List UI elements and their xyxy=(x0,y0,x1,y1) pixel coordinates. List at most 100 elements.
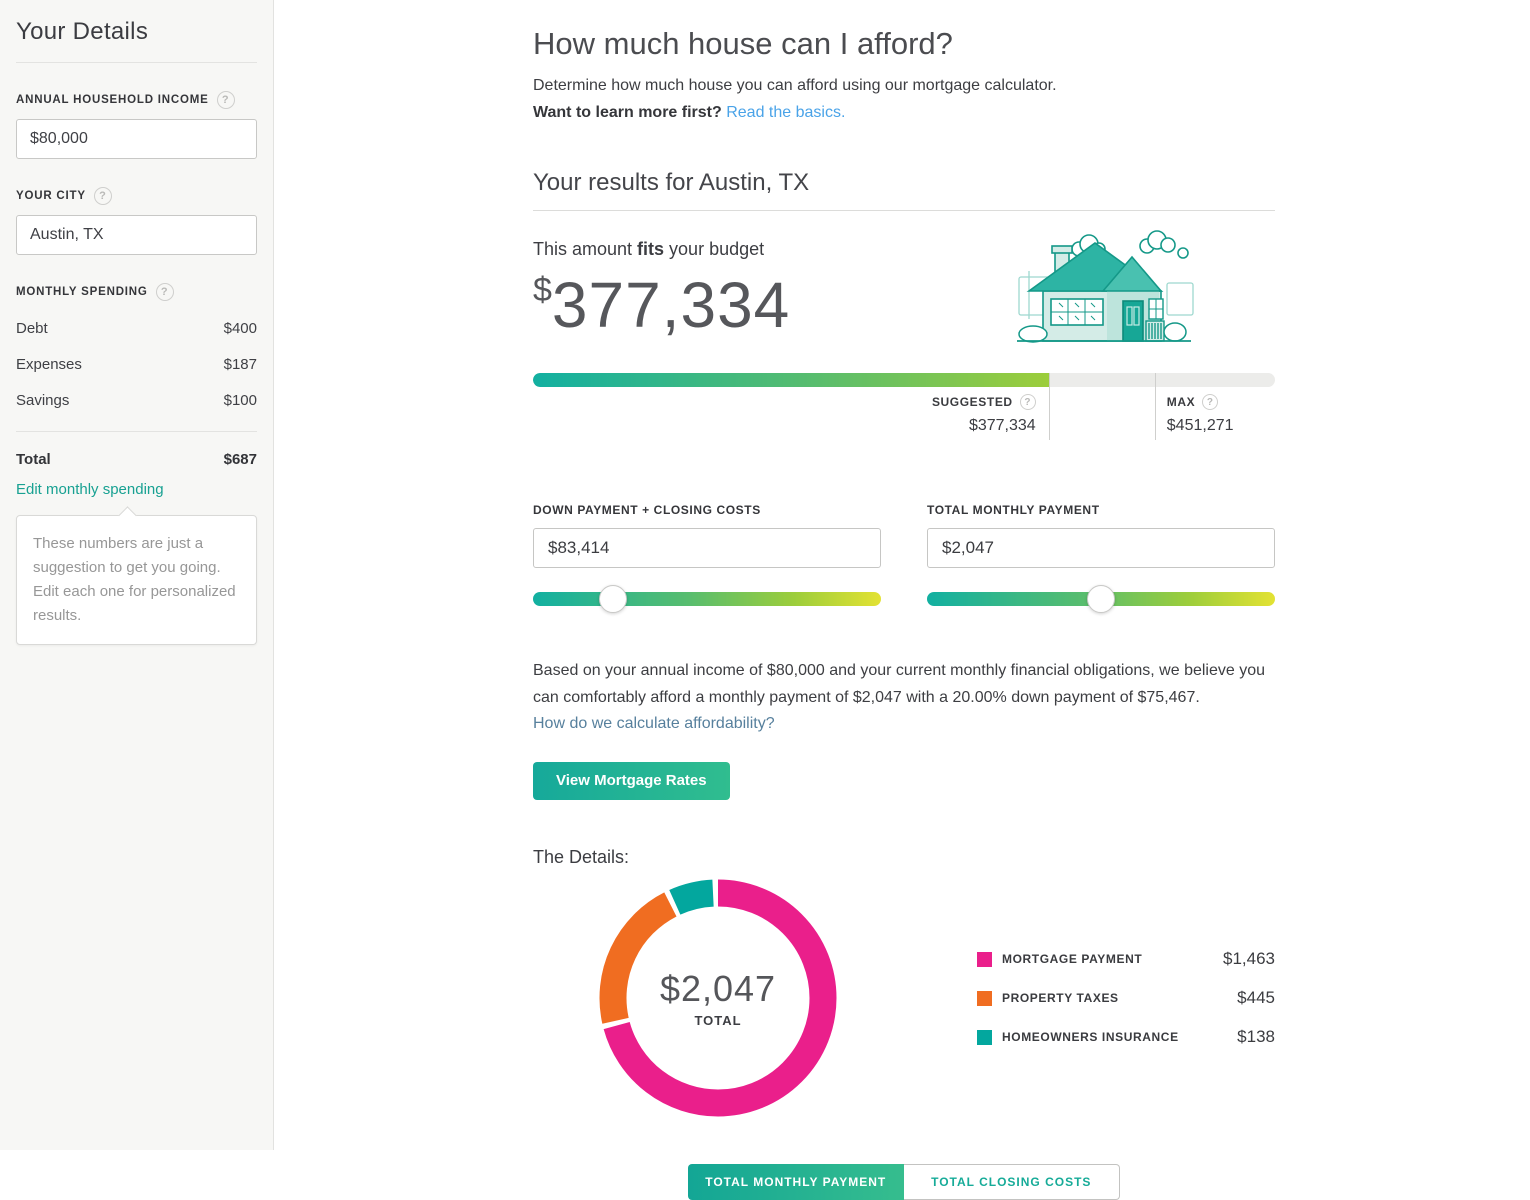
help-icon[interactable]: ? xyxy=(1019,394,1036,410)
city-label: YOUR CITY xyxy=(16,190,86,202)
house-illustration xyxy=(1017,230,1194,343)
calculate-affordability-link[interactable]: How do we calculate affordability? xyxy=(533,715,775,732)
max-label: MAX xyxy=(1166,395,1196,409)
slider-track xyxy=(533,592,881,606)
city-input[interactable] xyxy=(16,215,257,255)
max-block: MAX ? $451,271 xyxy=(1167,394,1234,435)
row-value: $400 xyxy=(223,320,257,337)
suggestion-tooltip: These numbers are just a suggestion to g… xyxy=(16,515,257,645)
divider xyxy=(16,431,257,432)
learn-more-prompt: Want to learn more first? xyxy=(533,104,722,121)
monthly-payment-control: TOTAL MONTHLY PAYMENT xyxy=(927,503,1275,613)
mortgage-swatch xyxy=(977,951,992,967)
legend-value: $445 xyxy=(1237,988,1275,1007)
details-sidebar: Your Details ANNUAL HOUSEHOLD INCOME ? Y… xyxy=(0,0,274,1150)
details-row: $2,047 TOTAL MORTGAGE PAYMENT $1,463 PRO… xyxy=(533,878,1275,1118)
budget-bar-track xyxy=(533,373,1275,387)
budget-bar-fill xyxy=(533,373,1049,387)
spending-row-expenses: Expenses $187 xyxy=(16,356,257,373)
amount-block: This amount fits your budget $377,334 xyxy=(533,211,790,342)
read-basics-link[interactable]: Read the basics. xyxy=(726,104,846,121)
page-subtitle: Determine how much house you can afford … xyxy=(533,77,1057,94)
learn-more-line: Want to learn more first? Read the basic… xyxy=(533,104,1275,122)
donut-total-label: TOTAL xyxy=(694,1013,742,1028)
monthly-payment-input[interactable] xyxy=(927,528,1275,568)
help-icon[interactable]: ? xyxy=(1202,394,1219,410)
affordable-amount: $377,334 xyxy=(533,268,790,342)
amount-value: 377,334 xyxy=(551,269,791,341)
monthly-payment-label: TOTAL MONTHLY PAYMENT xyxy=(927,503,1100,517)
income-label-row: ANNUAL HOUSEHOLD INCOME ? xyxy=(16,91,257,109)
spending-label: MONTHLY SPENDING xyxy=(16,286,148,298)
details-heading: The Details: xyxy=(533,847,630,867)
spending-total-row: Total $687 xyxy=(16,451,257,468)
row-value: $100 xyxy=(223,392,257,409)
fit-prefix: This amount xyxy=(533,239,638,259)
insurance-swatch xyxy=(977,1029,992,1045)
divider xyxy=(533,210,1275,211)
donut-segment-mortgage xyxy=(599,879,837,1117)
down-payment-input[interactable] xyxy=(533,528,881,568)
down-payment-control: DOWN PAYMENT + CLOSING COSTS xyxy=(533,503,881,613)
max-value: $451,271 xyxy=(1166,417,1234,434)
legend-label: PROPERTY TAXES xyxy=(1002,991,1119,1005)
city-label-row: YOUR CITY ? xyxy=(16,187,257,205)
budget-bar: SUGGESTED ? $377,334 MAX ? $451,271 xyxy=(533,373,1275,473)
donut-segment-taxes xyxy=(599,879,837,1117)
fit-suffix: your budget xyxy=(664,239,765,259)
help-icon[interactable]: ? xyxy=(93,187,112,205)
donut-legend: MORTGAGE PAYMENT $1,463 PROPERTY TAXES $… xyxy=(977,930,1275,1066)
row-value: $187 xyxy=(223,356,257,373)
divider xyxy=(16,62,257,63)
spending-row-debt: Debt $400 xyxy=(16,320,257,337)
suggested-marker-line xyxy=(1048,373,1050,440)
help-icon[interactable]: ? xyxy=(216,91,235,109)
legend-label: MORTGAGE PAYMENT xyxy=(1002,952,1143,966)
down-payment-slider-thumb[interactable] xyxy=(599,585,628,613)
affordability-explanation: Based on your annual income of $80,000 a… xyxy=(533,662,1266,706)
spending-label-row: MONTHLY SPENDING ? xyxy=(16,283,257,301)
legend-row-mortgage: MORTGAGE PAYMENT $1,463 xyxy=(977,949,1275,969)
fit-line: This amount fits your budget xyxy=(533,239,790,260)
monthly-payment-slider[interactable] xyxy=(927,585,1275,613)
suggested-value: $377,334 xyxy=(968,417,1036,434)
edit-monthly-spending-link[interactable]: Edit monthly spending xyxy=(16,481,164,498)
donut-svg xyxy=(599,879,837,1117)
down-payment-slider[interactable] xyxy=(533,585,881,613)
payment-controls: DOWN PAYMENT + CLOSING COSTS TOTAL MONTH… xyxy=(533,503,1275,613)
spending-row-savings: Savings $100 xyxy=(16,392,257,409)
main-content: How much house can I afford? Determine h… xyxy=(533,0,1275,1200)
suggested-label: SUGGESTED xyxy=(931,395,1013,409)
taxes-swatch xyxy=(977,990,992,1006)
monthly-payment-slider-thumb[interactable] xyxy=(1087,585,1115,613)
sidebar-title: Your Details xyxy=(16,18,149,45)
row-label: Expenses xyxy=(16,356,82,373)
max-marker-line xyxy=(1154,373,1156,440)
help-icon[interactable]: ? xyxy=(155,283,174,301)
legend-value: $138 xyxy=(1237,1027,1275,1046)
total-value: $687 xyxy=(223,451,257,468)
legend-row-insurance: HOMEOWNERS INSURANCE $138 xyxy=(977,1027,1275,1047)
total-label: Total xyxy=(16,451,51,468)
tab-total-monthly-payment[interactable]: TOTAL MONTHLY PAYMENT xyxy=(688,1164,904,1200)
donut-center: $2,047 TOTAL xyxy=(598,878,838,1118)
details-toggle: TOTAL MONTHLY PAYMENT TOTAL CLOSING COST… xyxy=(688,1164,1120,1200)
suggested-block: SUGGESTED ? $377,334 xyxy=(533,394,1036,435)
results-heading: Your results for Austin, TX xyxy=(533,169,810,196)
down-payment-label: DOWN PAYMENT + CLOSING COSTS xyxy=(533,503,761,517)
row-label: Debt xyxy=(16,320,48,337)
income-input[interactable] xyxy=(16,119,257,159)
currency-symbol: $ xyxy=(533,271,552,309)
income-label: ANNUAL HOUSEHOLD INCOME xyxy=(16,94,209,106)
fit-word: fits xyxy=(637,239,665,259)
legend-row-taxes: PROPERTY TAXES $445 xyxy=(977,988,1275,1008)
view-mortgage-rates-button[interactable]: View Mortgage Rates xyxy=(533,762,730,800)
page-title: How much house can I afford? xyxy=(533,26,953,61)
legend-value: $1,463 xyxy=(1223,949,1275,968)
payment-donut-chart: $2,047 TOTAL xyxy=(598,878,838,1118)
legend-label: HOMEOWNERS INSURANCE xyxy=(1002,1030,1179,1044)
row-label: Savings xyxy=(16,392,70,409)
tab-total-closing-costs[interactable]: TOTAL CLOSING COSTS xyxy=(903,1164,1120,1200)
amount-row: This amount fits your budget $377,334 xyxy=(533,211,1275,345)
donut-total-value: $2,047 xyxy=(659,968,777,1009)
